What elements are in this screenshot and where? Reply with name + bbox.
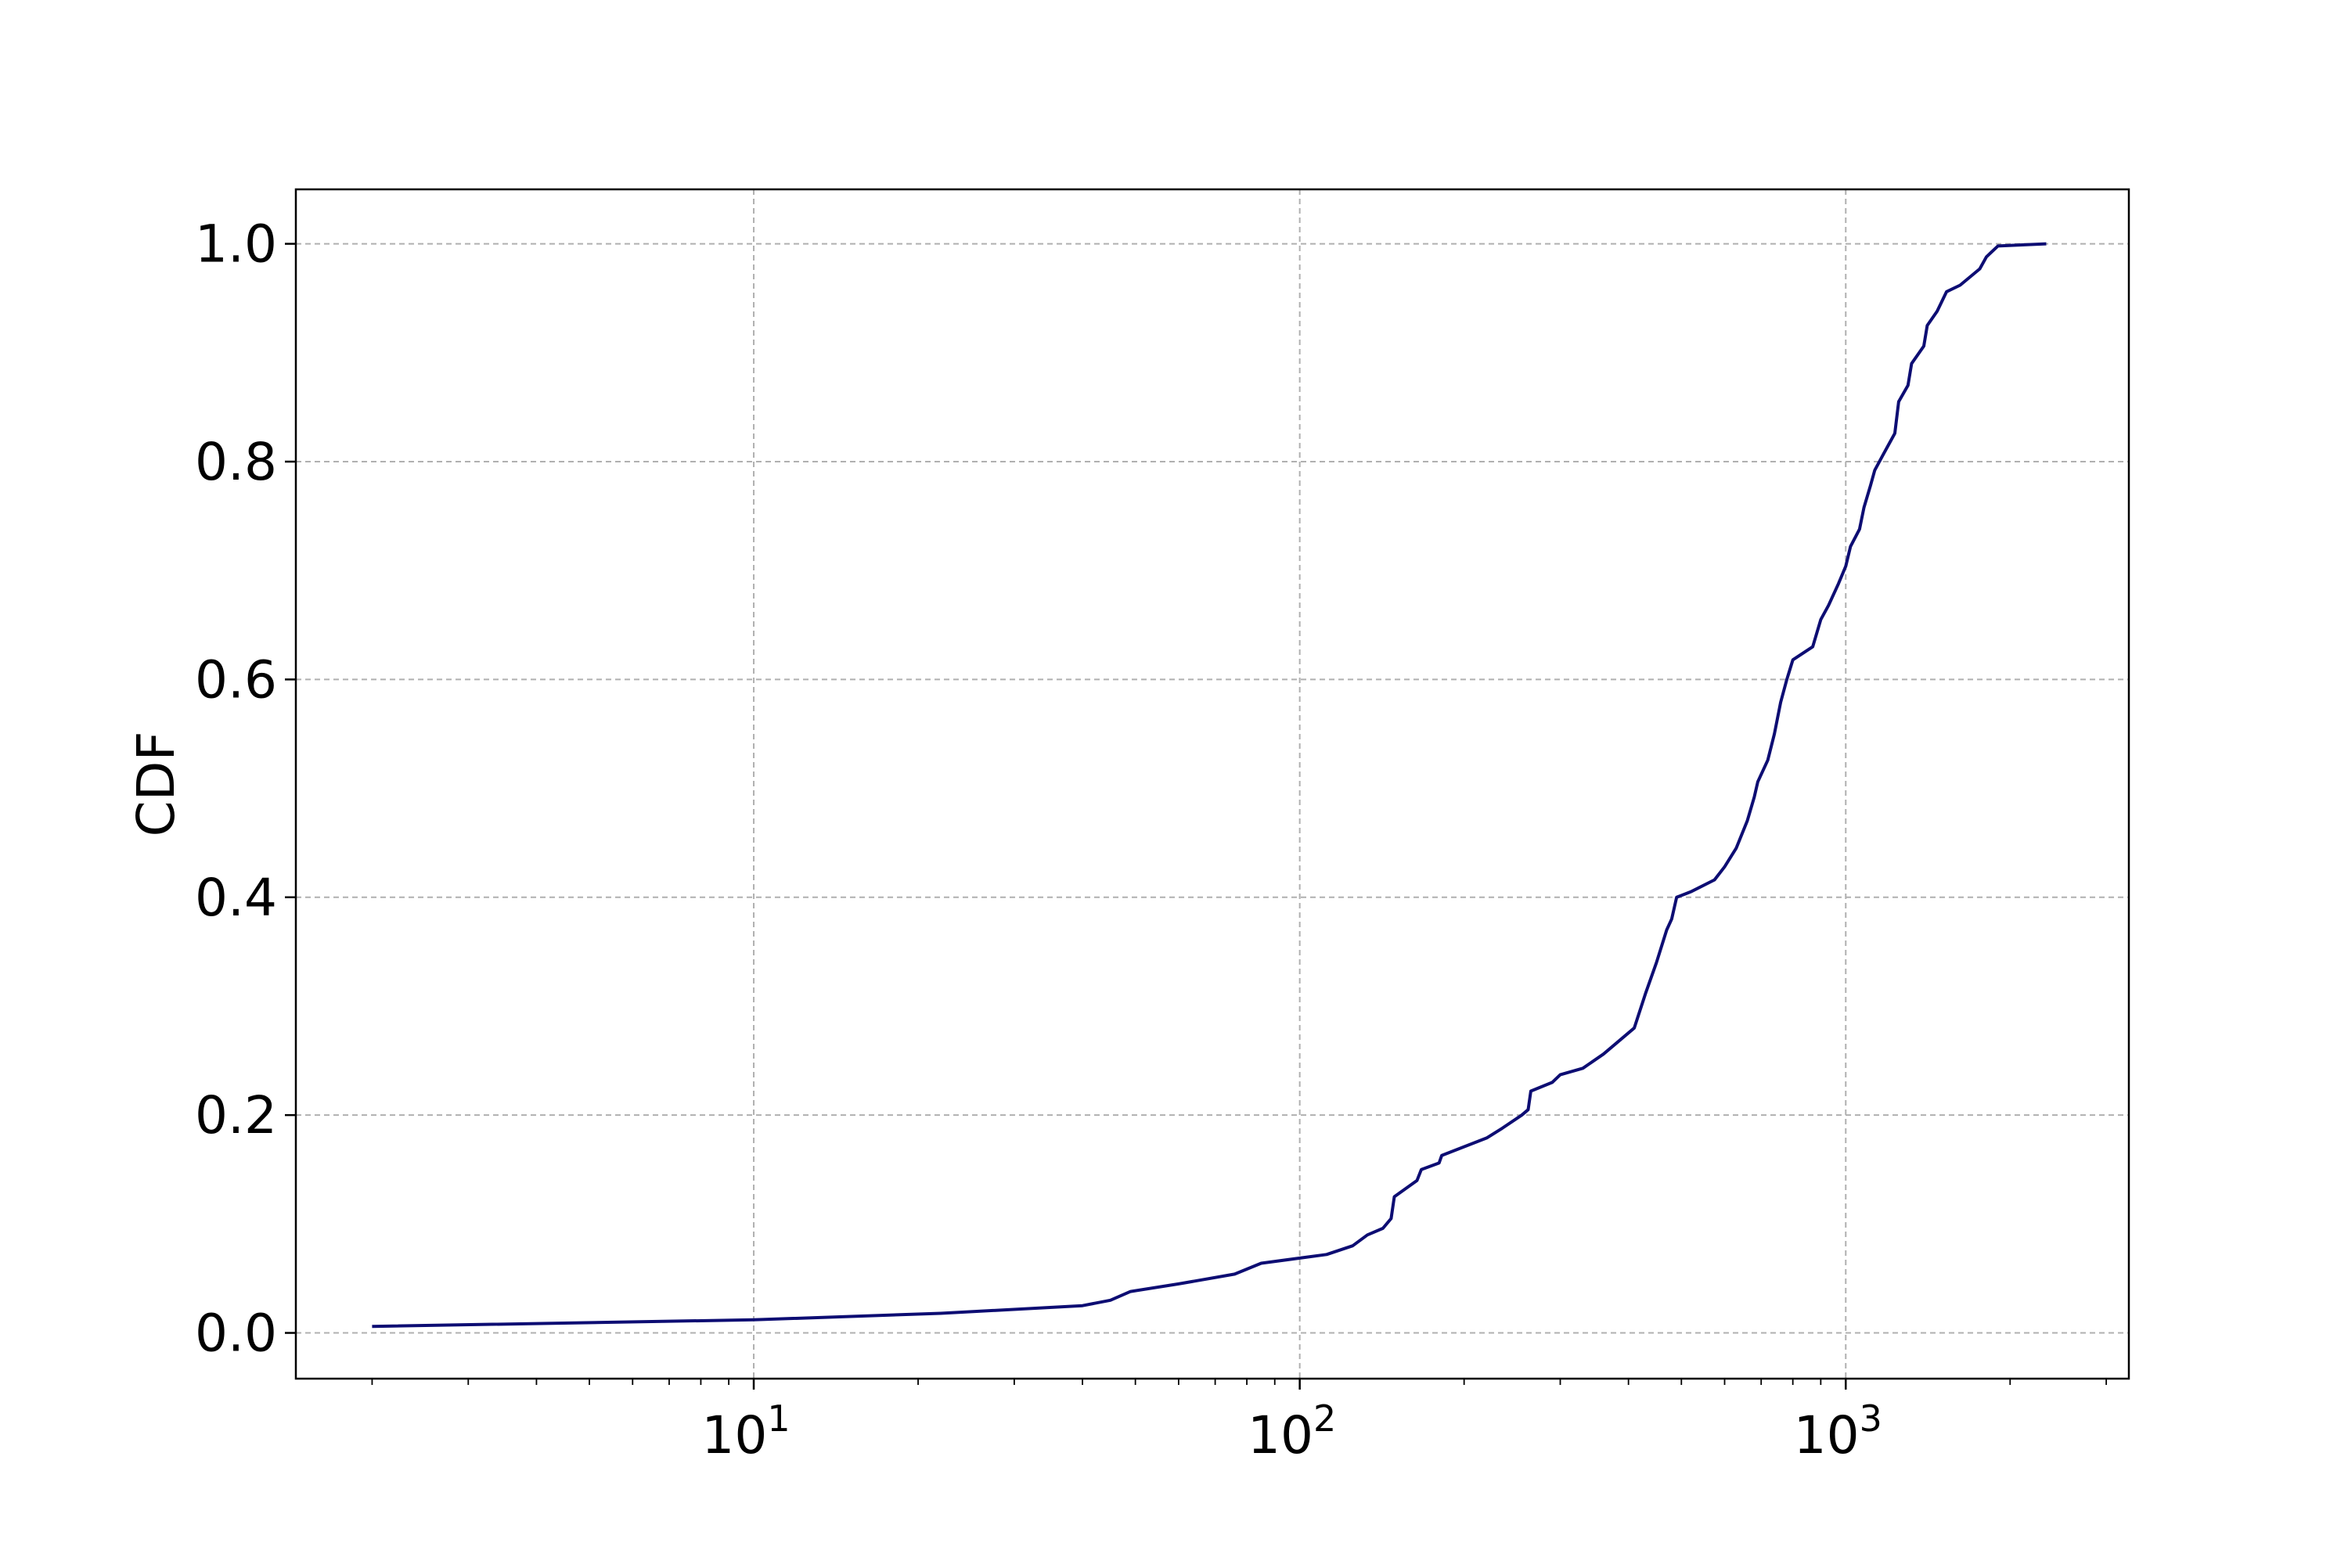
x-tick-label: 103 <box>1794 1397 1882 1466</box>
tick-labels: 0.0 0.2 0.4 0.6 0.8 1.0 101 102 103 <box>195 214 1882 1466</box>
y-tick-label: 0.8 <box>195 432 277 492</box>
y-tick-label: 0.2 <box>195 1085 277 1145</box>
series-layer <box>372 242 2047 1329</box>
y-tick-label: 0.6 <box>195 649 277 710</box>
x-tick-label: 102 <box>1248 1397 1336 1466</box>
y-tick-label: 0.0 <box>195 1304 277 1364</box>
tick-marks <box>285 243 2108 1390</box>
y-axis-label: CDF <box>126 732 186 837</box>
cdf-series-line <box>372 242 2047 1329</box>
y-tick-label: 1.0 <box>195 214 277 275</box>
y-tick-label: 0.4 <box>195 868 277 928</box>
x-tick-label: 101 <box>701 1397 790 1466</box>
plot-frame <box>294 188 2130 1380</box>
grid-lines <box>296 189 2129 1379</box>
